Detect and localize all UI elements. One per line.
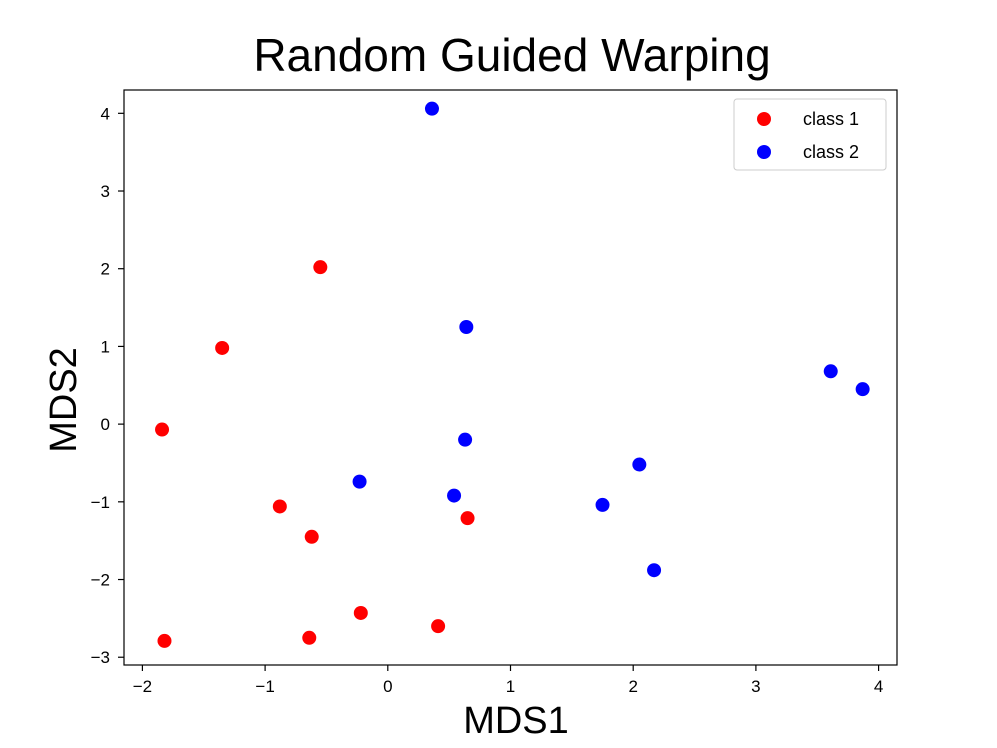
- data-point-class-2: [459, 319, 474, 334]
- y-tick-label: 1: [101, 337, 110, 356]
- x-tick-label: −2: [133, 677, 152, 696]
- data-point-class-2: [458, 432, 473, 447]
- x-axis-label: MDS1: [463, 700, 569, 742]
- legend-marker-class-1: [757, 112, 771, 126]
- data-point-class-1: [460, 511, 475, 526]
- legend-marker-class-2: [757, 145, 771, 159]
- data-point-class-1: [304, 529, 319, 544]
- data-point-class-2: [823, 364, 838, 379]
- data-point-class-2: [595, 497, 610, 512]
- plot-frame: [123, 89, 898, 666]
- y-tick-label: −2: [91, 571, 110, 590]
- data-point-class-1: [313, 260, 328, 275]
- data-point-class-1: [353, 605, 368, 620]
- data-point-class-1: [272, 499, 287, 514]
- y-axis-ticks: −3 −2 −1 0 1 2 3 4: [91, 104, 124, 667]
- x-axis-ticks: −2 −1 0 1 2 3 4: [133, 665, 883, 696]
- data-point-class-2: [632, 457, 647, 472]
- legend-label: class 2: [803, 142, 859, 162]
- data-point-class-1: [302, 630, 317, 645]
- x-tick-label: −1: [255, 677, 274, 696]
- x-tick-label: 0: [383, 677, 392, 696]
- data-point-class-2: [647, 563, 662, 578]
- y-tick-label: 2: [101, 260, 110, 279]
- y-tick-label: −1: [91, 493, 110, 512]
- x-tick-label: 4: [874, 677, 883, 696]
- data-point-class-1: [157, 633, 172, 648]
- data-point-class-1: [155, 422, 170, 437]
- chart-title: Random Guided Warping: [253, 29, 770, 81]
- x-tick-label: 2: [628, 677, 637, 696]
- data-point-class-2: [424, 101, 439, 116]
- data-points: [155, 101, 870, 648]
- data-point-class-2: [447, 488, 462, 503]
- y-tick-label: 4: [101, 104, 110, 123]
- y-axis-label: MDS2: [43, 347, 85, 453]
- legend-frame: [733, 98, 887, 171]
- data-point-class-2: [855, 382, 870, 397]
- y-tick-label: 0: [101, 415, 110, 434]
- legend: class 1 class 2: [733, 98, 887, 171]
- data-point-class-1: [215, 340, 230, 355]
- x-tick-label: 1: [506, 677, 515, 696]
- data-point-class-1: [431, 619, 446, 634]
- data-point-class-2: [352, 474, 367, 489]
- y-tick-label: 3: [101, 182, 110, 201]
- plot-area: −2 −1 0 1 2 3 4 −3 −2 −1 0 1 2 3 4: [91, 89, 898, 696]
- legend-label: class 1: [803, 109, 859, 129]
- y-tick-label: −3: [91, 648, 110, 667]
- x-tick-label: 3: [751, 677, 760, 696]
